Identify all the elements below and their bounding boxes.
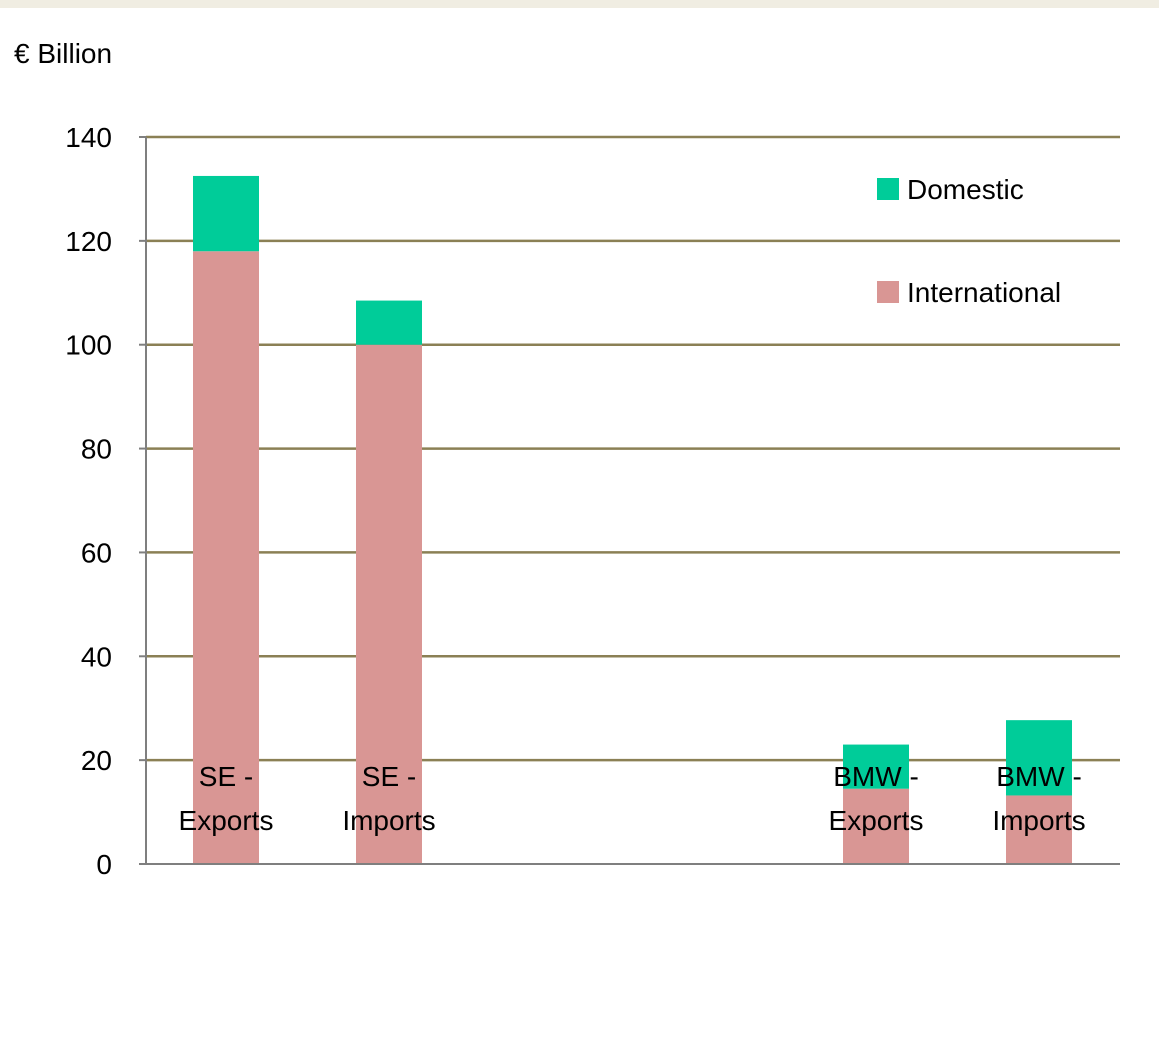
y-tick-label: 80 bbox=[81, 434, 112, 465]
bar-domestic-2 bbox=[843, 744, 909, 789]
bar-international-1 bbox=[356, 344, 422, 864]
x-tick-label: SE - bbox=[362, 761, 416, 792]
legend: Domestic International bbox=[877, 174, 1061, 308]
bar-domestic-0 bbox=[193, 175, 259, 252]
legend-swatch-domestic bbox=[877, 178, 899, 200]
top-band bbox=[0, 0, 1159, 8]
y-tick-label: 20 bbox=[81, 745, 112, 776]
gridlines bbox=[146, 135, 1120, 762]
bar-domestic-3 bbox=[1006, 720, 1072, 796]
y-tick-label: 40 bbox=[81, 641, 112, 672]
axes bbox=[139, 136, 1120, 865]
legend-label-international: International bbox=[907, 277, 1061, 308]
y-tick-labels: 0 20 40 60 80 100 120 140 bbox=[65, 122, 112, 880]
y-tick-label: 0 bbox=[96, 849, 112, 880]
bar-international-3 bbox=[1006, 795, 1072, 864]
bar-domestic-1 bbox=[356, 300, 422, 345]
x-tick-labels: SE - Exports SE - Imports BMW - Exports BMW - I… bbox=[179, 761, 1086, 836]
x-tick-label: Exports bbox=[829, 805, 924, 836]
x-tick-label: BMW - bbox=[996, 761, 1082, 792]
x-tick-label: Imports bbox=[992, 805, 1085, 836]
bar-international-2 bbox=[843, 788, 909, 864]
x-tick-label: Imports bbox=[342, 805, 435, 836]
y-tick-label: 140 bbox=[65, 122, 112, 153]
y-tick-label: 100 bbox=[65, 330, 112, 361]
x-tick-label: BMW - bbox=[833, 761, 919, 792]
legend-swatch-international bbox=[877, 281, 899, 303]
bar-international-0 bbox=[193, 251, 259, 864]
legend-label-domestic: Domestic bbox=[907, 174, 1024, 205]
x-tick-label: Exports bbox=[179, 805, 274, 836]
y-tick-label: 120 bbox=[65, 226, 112, 257]
y-tick-label: 60 bbox=[81, 537, 112, 568]
bars bbox=[193, 175, 1072, 864]
x-tick-label: SE - bbox=[199, 761, 253, 792]
y-axis-label: € Billion bbox=[14, 38, 112, 69]
